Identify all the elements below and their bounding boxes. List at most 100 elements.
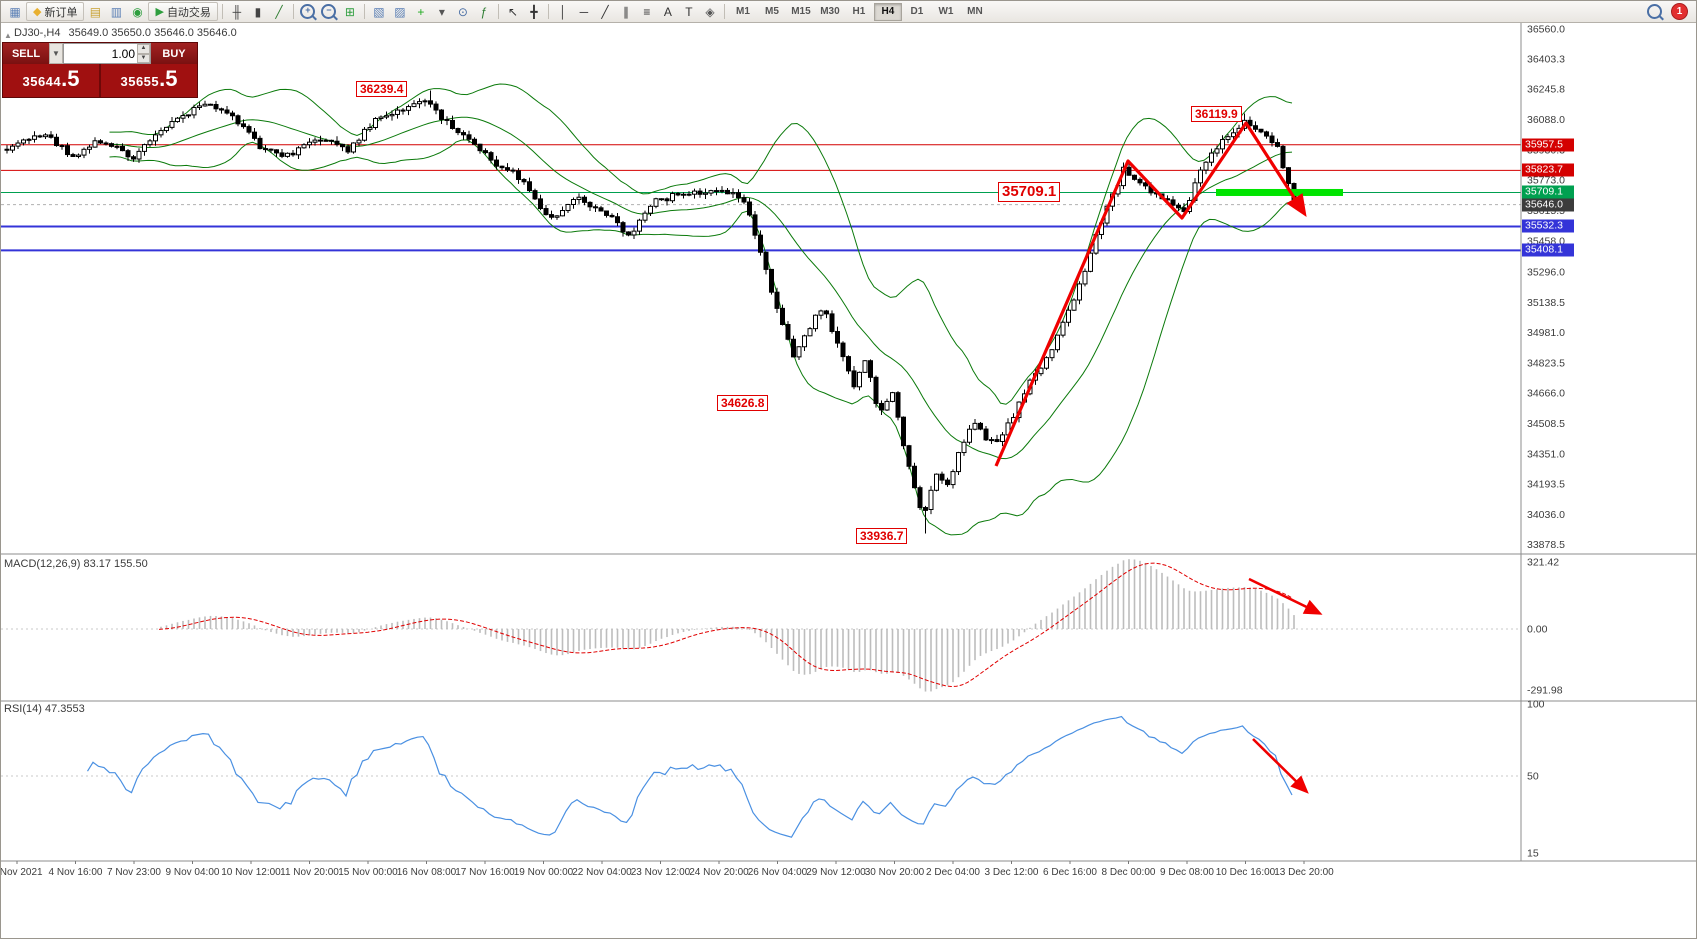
time-axis-label: 30 Nov 20:00	[865, 867, 925, 878]
macd-signal-line	[158, 562, 1293, 687]
fibonacci-icon[interactable]: ≡	[643, 4, 651, 19]
buy-price-main: 35655	[120, 74, 160, 89]
toolbar: ▦ ◆ 新订单 ▤ ▥ ◉ ▶ 自动交易 ╫ ▮ ╱ + − ⊞ ▧ ▨ + ▾ ⊙ ƒ ↖ ╋ │ ─ ╱ ∥ ≡ A T ◈ M1 M5 M…	[1, 1, 1696, 23]
chart-canvas[interactable]: 36560.036403.336245.836088.035930.335773…	[1, 23, 1697, 939]
buy-button[interactable]: BUY	[151, 43, 197, 64]
trend-arrow-main[interactable]	[994, 121, 1307, 467]
macd-panel[interactable]	[1, 559, 1521, 692]
macd-tick-label: -291.98	[1527, 685, 1563, 697]
horizontal-line-icon[interactable]: ─	[579, 4, 589, 19]
timeframe-m5[interactable]: M5	[764, 6, 779, 17]
channel-icon[interactable]: ∥	[622, 4, 629, 19]
rsi-panel[interactable]	[1, 715, 1521, 838]
macd-tick-label: 321.42	[1527, 557, 1559, 569]
toolbar-separator	[292, 4, 294, 19]
profiles-icon[interactable]: ▨	[394, 4, 406, 19]
add-indicator-icon[interactable]: +	[417, 4, 425, 19]
text-icon[interactable]: A	[663, 4, 672, 19]
cursor-icon[interactable]: ↖	[507, 4, 518, 19]
bollinger-lower	[109, 139, 1293, 536]
toolbar-right: 1	[1644, 3, 1692, 21]
text-label-icon[interactable]: T	[685, 4, 693, 19]
axis-label-35532.3: 35532.3	[1522, 219, 1574, 233]
tile-windows-icon[interactable]: ⊞	[344, 4, 355, 19]
toolbar-separator	[547, 4, 549, 19]
data-window-icon[interactable]: ▥	[110, 4, 123, 19]
time-axis-label: 15 Nov 00:00	[338, 867, 398, 878]
period-icon[interactable]: ⊙	[457, 4, 468, 19]
annotation-33936.7[interactable]: 33936.7	[856, 528, 908, 544]
time-axis-label: 9 Dec 08:00	[1160, 867, 1214, 878]
sell-price[interactable]: 35644 .5	[3, 64, 101, 97]
autotrading-button-icon: ▶	[155, 6, 164, 18]
annotation-34626.8[interactable]: 34626.8	[717, 395, 769, 411]
price-tick-label: 35773.0	[1527, 175, 1565, 187]
zoom-out-icon-glyph: −	[321, 4, 337, 19]
price-tick-label: 34351.0	[1527, 448, 1565, 460]
navigator-icon[interactable]: ◉	[132, 4, 143, 19]
timeframe-h1[interactable]: H1	[852, 6, 866, 17]
new-order-button[interactable]: ◆ 新订单	[26, 2, 85, 21]
time-axis[interactable]: 3 Nov 2021 4 Nov 16:00 7 Nov 23:00 9 Nov 04…	[1, 861, 1334, 878]
timeframe-m1[interactable]: M1	[735, 6, 750, 17]
price-tick-label: 34193.5	[1527, 479, 1565, 491]
macd-tick-label: 0.00	[1527, 624, 1548, 636]
market-watch-icon[interactable]: ▤	[89, 4, 102, 19]
timeframe-d1[interactable]: D1	[910, 6, 924, 17]
buy-price[interactable]: 35655 .5	[101, 64, 197, 97]
green-highlight-line[interactable]	[1216, 188, 1343, 196]
price-tick-label: 35296.0	[1527, 266, 1565, 278]
axis-label-35709.1: 35709.1	[1522, 185, 1574, 199]
line-chart-icon[interactable]: ╱	[275, 4, 283, 19]
bollinger-upper	[109, 83, 1293, 405]
candlestick-chart-icon[interactable]: ▮	[254, 4, 262, 19]
annotation-35709.1[interactable]: 35709.1	[998, 182, 1061, 202]
zoom-in-icon[interactable]: +	[298, 3, 318, 21]
timeframe-h4[interactable]: H4	[873, 2, 902, 21]
price-axis[interactable]: 36560.036403.336245.836088.035930.335773…	[1527, 23, 1565, 551]
vertical-line-icon[interactable]: │	[559, 4, 567, 19]
search-icon-glyph	[1646, 4, 1662, 19]
timeframe-m30[interactable]: M30	[820, 6, 840, 17]
volume-input[interactable]	[64, 44, 137, 63]
quick-trade-collapse-icon[interactable]: ▲	[4, 31, 12, 40]
timeframe-m15[interactable]: M15	[791, 6, 811, 17]
trend-arrow-rsi[interactable]	[1252, 738, 1309, 794]
indicator-dropdown-icon[interactable]: ▾	[438, 4, 445, 19]
templates-icon[interactable]: ▧	[373, 4, 385, 19]
trendline-icon[interactable]: ╱	[601, 4, 609, 19]
price-panel[interactable]	[1, 83, 1521, 536]
toolbar-separator	[363, 4, 365, 19]
search-icon[interactable]	[1644, 3, 1664, 21]
volume-down-button[interactable]: ▼	[137, 53, 150, 63]
annotation-36119.9[interactable]: 36119.9	[1191, 106, 1242, 122]
bar-chart-icon[interactable]: ╫	[232, 4, 242, 19]
timeframe-mn[interactable]: MN	[967, 6, 983, 17]
crosshair-icon[interactable]: ╋	[530, 4, 538, 19]
notifications-badge[interactable]: 1	[1671, 3, 1688, 20]
time-axis-label: 23 Nov 12:00	[631, 867, 691, 878]
price-tick-label: 35138.5	[1527, 297, 1565, 309]
new-chart-icon[interactable]: ▦	[9, 4, 21, 19]
volume-up-button[interactable]: ▲	[137, 44, 150, 54]
price-tick-label: 36403.3	[1527, 53, 1565, 65]
indicators-list-icon[interactable]: ƒ	[480, 4, 488, 19]
chart-symbol-period: DJ30-,H4	[14, 27, 61, 39]
volume-dropdown-button[interactable]: ▼	[49, 43, 63, 64]
annotation-36239.4[interactable]: 36239.4	[356, 81, 408, 97]
toolbar-main: ▦ ◆ 新订单 ▤ ▥ ◉ ▶ 自动交易 ╫ ▮ ╱ + − ⊞ ▧ ▨ + ▾ ⊙ ƒ ↖ ╋ │ ─ ╱ ∥ ≡ A T ◈ M1 M5 M…	[5, 2, 989, 21]
price-tick-label: 34823.5	[1527, 357, 1565, 369]
timeframe-w1[interactable]: W1	[938, 6, 954, 17]
time-axis-label: 7 Nov 23:00	[107, 867, 161, 878]
new-order-button-label: 新订单	[44, 6, 78, 19]
sell-button[interactable]: SELL	[3, 43, 49, 64]
time-axis-label: 3 Nov 2021	[1, 867, 43, 878]
autotrading-button[interactable]: ▶ 自动交易	[148, 2, 218, 21]
rsi-indicator-label: RSI(14) 47.3553	[4, 703, 85, 715]
time-axis-label: 9 Nov 04:00	[166, 867, 220, 878]
arrows-icon[interactable]: ◈	[705, 4, 715, 19]
price-tick-label: 34036.0	[1527, 509, 1565, 521]
zoom-out-icon[interactable]: −	[319, 3, 339, 21]
trend-arrow-macd[interactable]	[1248, 577, 1323, 615]
